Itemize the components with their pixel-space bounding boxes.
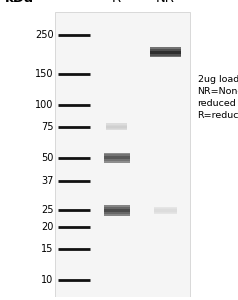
Bar xyxy=(154,213,177,214)
Text: 75: 75 xyxy=(41,122,54,132)
Bar xyxy=(150,51,181,52)
Bar xyxy=(104,159,130,161)
Bar xyxy=(104,207,130,209)
Text: 50: 50 xyxy=(41,153,54,163)
Bar xyxy=(154,212,177,213)
Bar xyxy=(104,156,130,158)
Text: NR: NR xyxy=(156,0,175,5)
Bar xyxy=(154,209,177,210)
Text: 250: 250 xyxy=(35,30,54,40)
Text: 100: 100 xyxy=(35,100,54,110)
Text: 15: 15 xyxy=(41,244,54,254)
Bar xyxy=(104,154,130,156)
Bar xyxy=(150,54,181,56)
Bar xyxy=(106,126,127,127)
Bar xyxy=(154,208,177,209)
Text: 25: 25 xyxy=(41,206,54,215)
Text: 37: 37 xyxy=(41,176,54,186)
Text: 150: 150 xyxy=(35,69,54,79)
Bar xyxy=(104,161,130,163)
Bar xyxy=(104,212,130,214)
Text: 2ug loading
NR=Non-
reduced
R=reduced: 2ug loading NR=Non- reduced R=reduced xyxy=(198,75,238,121)
Text: kDa: kDa xyxy=(5,0,34,5)
Bar xyxy=(104,209,130,210)
Text: 20: 20 xyxy=(41,222,54,233)
Bar xyxy=(55,12,190,297)
Bar xyxy=(104,158,130,159)
Bar xyxy=(104,205,130,207)
Text: 10: 10 xyxy=(41,275,54,285)
Bar xyxy=(104,210,130,212)
Bar xyxy=(150,52,181,54)
Bar xyxy=(150,47,181,49)
Bar xyxy=(150,56,181,58)
Text: R: R xyxy=(112,0,121,5)
Bar xyxy=(150,49,181,51)
Bar xyxy=(104,153,130,154)
Bar xyxy=(154,207,177,208)
Bar xyxy=(106,124,127,126)
Bar xyxy=(104,214,130,215)
Bar xyxy=(154,210,177,211)
Bar xyxy=(106,128,127,129)
Bar xyxy=(106,129,127,130)
Bar xyxy=(106,127,127,128)
